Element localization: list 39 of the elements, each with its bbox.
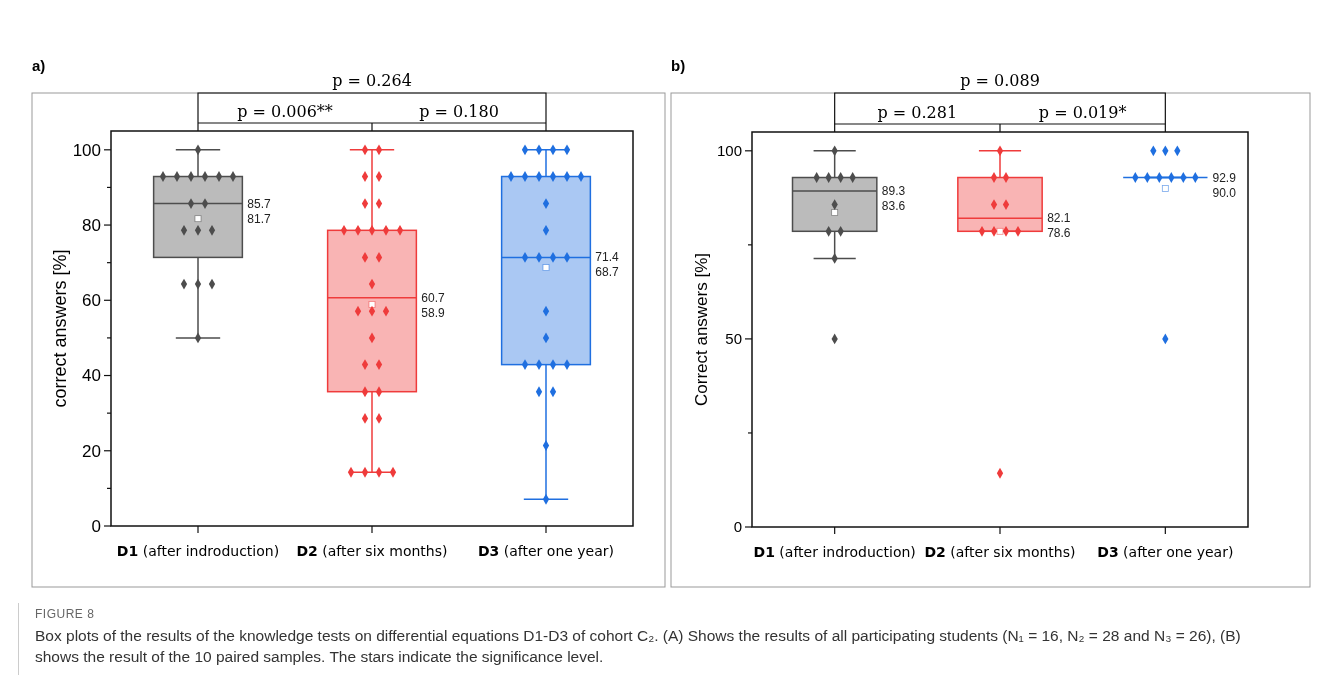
annotation: 71.4	[595, 250, 620, 265]
x-tick-label: D3 (after one year)	[1097, 544, 1234, 560]
annotation: 82.1	[1047, 211, 1071, 226]
chart-title: b)	[671, 57, 686, 74]
x-tick-label: D1 (after indroduction)	[116, 543, 280, 559]
annotation: 92.9	[1212, 170, 1237, 185]
y-axis-title: Correct answers [%]	[692, 252, 711, 407]
caption: FIGURE 8	[35, 607, 96, 621]
x-tick-label: D2 (after six months)	[296, 543, 448, 559]
y-tick-label: 20	[82, 441, 101, 461]
annotation: 83.6	[881, 199, 906, 214]
x-tick-label: D2 (after six months)	[924, 544, 1076, 560]
y-tick-label: 0	[91, 516, 101, 536]
annotation: 60.7	[421, 290, 446, 305]
annotation: 89.3	[881, 184, 906, 199]
text: p = 0.089	[960, 71, 1040, 90]
annotation: 68.7	[595, 265, 620, 280]
annotation: 85.7	[247, 196, 272, 211]
annotation: 90.0	[1212, 185, 1237, 200]
text: Box plots of the results of the knowledge tests on differential equations D1-D3 of cohort C₂. (A) Shows the results of all participating students (N₁ = 16, N₂ = 28 and N₃ = 26), (B) shows the result of the 10 paired samples. The stars indicate the significance level.	[35, 626, 1242, 667]
text: p = 0.019*	[1038, 103, 1127, 122]
text: p = 0.180	[419, 102, 499, 121]
text: p = 0.281	[877, 103, 958, 122]
y-tick-label: 40	[82, 366, 101, 386]
x-tick-label: D3 (after one year)	[477, 543, 615, 559]
text: p = 0.006**	[237, 102, 333, 121]
y-axis-title: correct answers [%]	[50, 249, 70, 408]
annotation: 58.9	[421, 305, 446, 320]
chart-title: a)	[32, 57, 46, 74]
y-tick-label: 80	[82, 216, 101, 235]
y-tick-label: 60	[82, 291, 101, 311]
y-tick-label: 100	[72, 140, 101, 160]
y-tick-label: 0	[733, 518, 742, 536]
annotation: 78.6	[1047, 226, 1071, 241]
y-tick-label: 100	[716, 142, 742, 160]
annotation: 81.7	[247, 211, 272, 226]
text: p = 0.264	[332, 71, 412, 90]
x-tick-label: D1 (after indroduction)	[753, 544, 916, 560]
y-tick-label: 50	[725, 330, 742, 348]
